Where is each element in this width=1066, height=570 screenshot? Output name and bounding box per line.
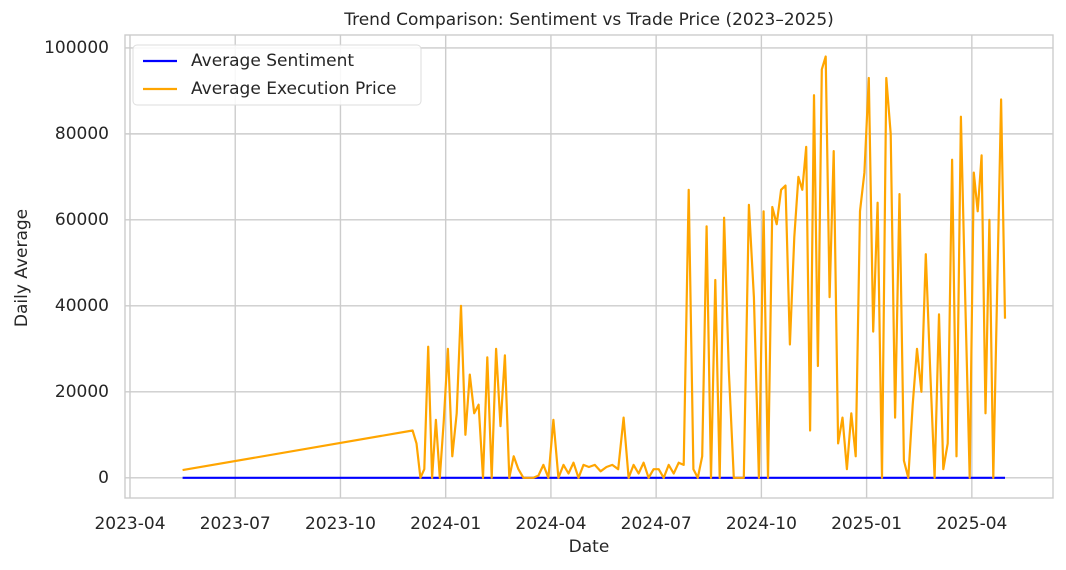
chart-title: Trend Comparison: Sentiment vs Trade Pri…	[343, 10, 834, 30]
x-tick-label: 2024-04	[515, 514, 586, 534]
x-tick-label: 2023-10	[305, 514, 376, 534]
series-line	[182, 55, 1007, 479]
legend-label: Average Execution Price	[191, 79, 397, 99]
x-tick-label: 2024-07	[621, 514, 692, 534]
legend-box	[132, 44, 422, 106]
x-tick-label: 2025-04	[936, 514, 1007, 534]
x-tick-label: 2023-04	[94, 514, 165, 534]
y-axis-label: Daily Average	[12, 209, 32, 327]
legend-label: Average Sentiment	[191, 51, 354, 71]
y-tick-label: 40000	[55, 296, 109, 316]
x-tick-label: 2023-07	[200, 514, 271, 534]
plot-frame	[124, 34, 1054, 499]
x-tick-label: 2025-01	[831, 514, 902, 534]
y-tick-label: 60000	[55, 210, 109, 230]
y-tick-label: 0	[98, 468, 109, 488]
x-tick-label: 2024-10	[726, 514, 797, 534]
y-tick-label: 20000	[55, 382, 109, 402]
x-tick-label: 2024-01	[410, 514, 481, 534]
y-tick-label: 100000	[44, 38, 109, 58]
y-tick-label: 80000	[55, 124, 109, 144]
x-axis-label: Date	[569, 537, 610, 557]
